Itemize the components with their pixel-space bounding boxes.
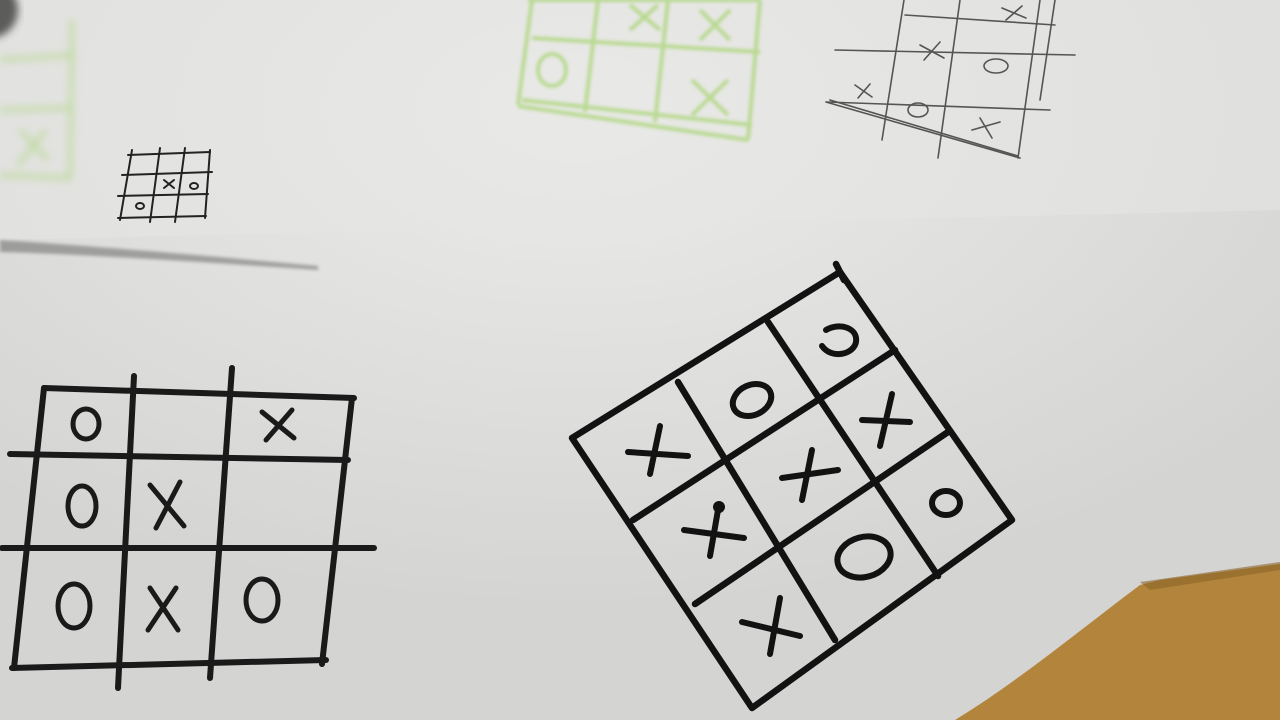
o-mark — [65, 483, 99, 529]
wooden-table — [955, 564, 1280, 720]
x-mark — [779, 447, 841, 503]
sheet-shadow — [0, 240, 318, 270]
bottom-left-board — [0, 365, 377, 691]
green-faded-left — [0, 19, 76, 181]
o-mark — [243, 576, 281, 624]
x-mark — [681, 507, 747, 559]
table-edge-shadow — [1140, 562, 1280, 590]
x-mark — [147, 479, 187, 531]
pencil-board — [825, 0, 1076, 159]
o-mark — [70, 406, 102, 442]
ink-dot — [713, 501, 725, 513]
x-mark — [859, 391, 913, 449]
x-mark — [625, 423, 691, 477]
o-mark — [834, 533, 894, 581]
tiny-board — [117, 147, 213, 223]
green-board — [516, 0, 762, 142]
diamond-marks — [625, 323, 963, 657]
o-mark — [55, 581, 93, 631]
o-mark — [819, 323, 860, 358]
x-mark — [739, 595, 803, 657]
blurred-object — [0, 0, 18, 37]
bottom-left-marks — [55, 406, 297, 633]
o-mark — [729, 380, 775, 420]
top-sheet — [0, 0, 1280, 240]
diamond-board — [568, 260, 1016, 712]
x-mark — [259, 407, 297, 443]
x-mark — [145, 585, 181, 633]
o-mark — [929, 488, 963, 518]
